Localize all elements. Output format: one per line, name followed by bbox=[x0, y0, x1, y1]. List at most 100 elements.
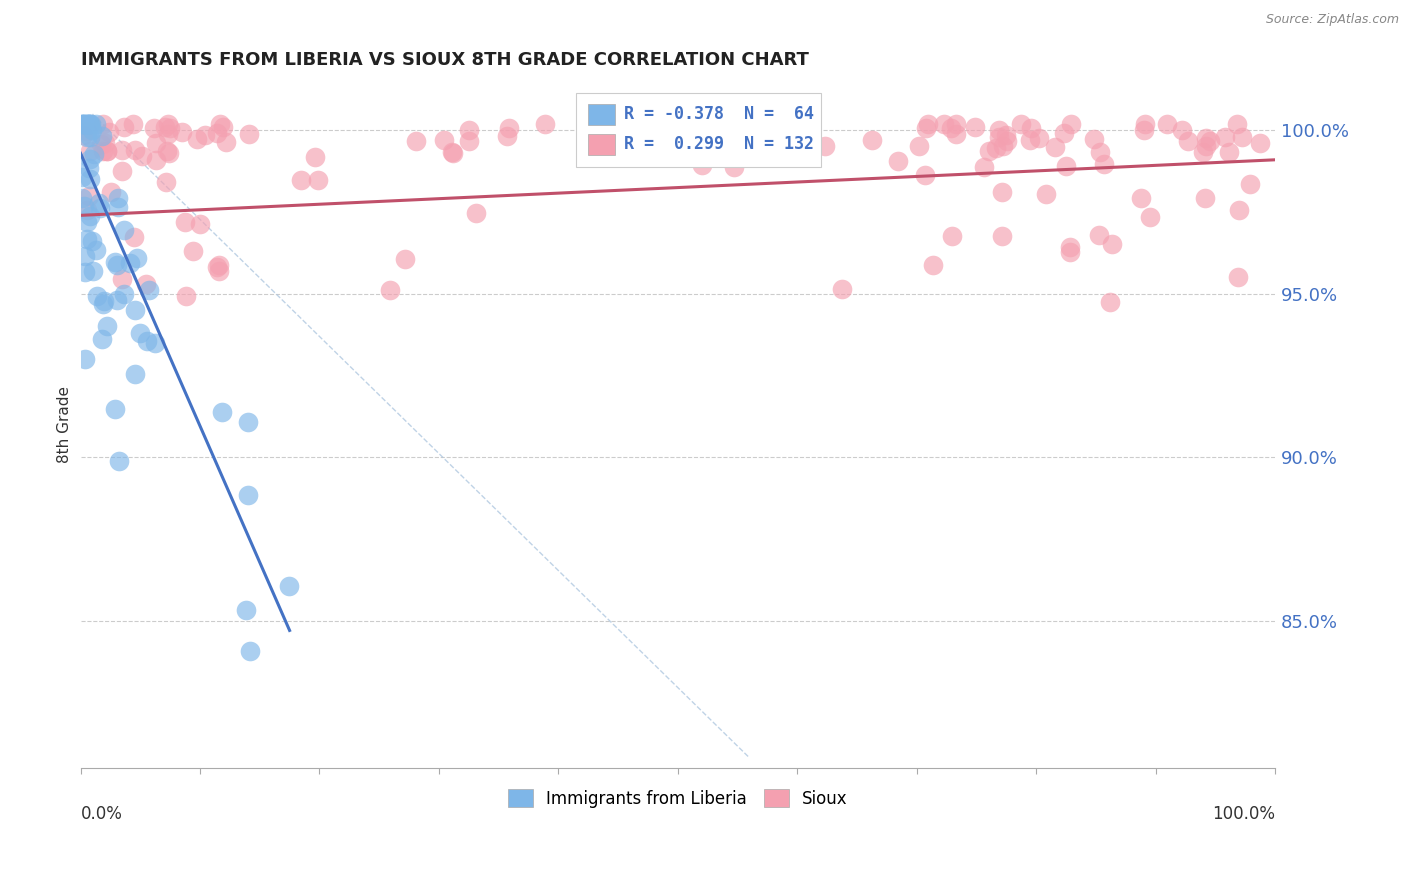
Point bbox=[1019, 121, 1042, 136]
Point bbox=[1139, 210, 1161, 224]
Point bbox=[77, 161, 100, 175]
Point bbox=[215, 135, 238, 149]
Point bbox=[79, 144, 101, 158]
Point bbox=[143, 121, 166, 136]
Point bbox=[145, 136, 167, 151]
Point bbox=[79, 117, 101, 131]
Point bbox=[96, 144, 118, 158]
Point bbox=[107, 200, 129, 214]
Point bbox=[995, 128, 1018, 142]
Point bbox=[1226, 117, 1249, 131]
Point bbox=[105, 258, 128, 272]
Point bbox=[235, 603, 257, 617]
Point bbox=[138, 283, 160, 297]
Point bbox=[125, 252, 148, 266]
Point bbox=[75, 352, 97, 367]
Point bbox=[690, 158, 713, 172]
Point bbox=[1133, 122, 1156, 136]
Point bbox=[1054, 159, 1077, 173]
Point bbox=[79, 129, 101, 144]
Point bbox=[973, 161, 995, 175]
Point bbox=[89, 201, 111, 215]
Point bbox=[93, 293, 115, 308]
Point bbox=[104, 255, 127, 269]
Point bbox=[84, 117, 107, 131]
Point bbox=[1059, 117, 1081, 131]
Point bbox=[239, 644, 262, 658]
Point bbox=[1171, 123, 1194, 137]
Point bbox=[120, 256, 142, 270]
Point bbox=[740, 149, 762, 163]
Point bbox=[90, 128, 112, 143]
Point bbox=[945, 128, 967, 142]
Point bbox=[91, 332, 114, 346]
Point bbox=[211, 405, 233, 419]
Point bbox=[91, 117, 114, 131]
Legend: Immigrants from Liberia, Sioux: Immigrants from Liberia, Sioux bbox=[502, 783, 855, 814]
Point bbox=[135, 334, 157, 349]
Point bbox=[80, 234, 103, 248]
Point bbox=[831, 282, 853, 296]
Point bbox=[80, 117, 103, 131]
Point bbox=[717, 117, 740, 131]
Point bbox=[1010, 117, 1032, 131]
Point bbox=[107, 191, 129, 205]
Point bbox=[188, 217, 211, 231]
Point bbox=[783, 143, 806, 157]
Point bbox=[908, 139, 931, 153]
Point bbox=[1195, 131, 1218, 145]
Point bbox=[1043, 140, 1066, 154]
Point bbox=[96, 318, 118, 333]
Point bbox=[934, 117, 956, 131]
Point bbox=[170, 125, 193, 139]
Point bbox=[76, 130, 98, 145]
Point bbox=[1059, 244, 1081, 259]
Point bbox=[145, 153, 167, 168]
Point bbox=[979, 145, 1001, 159]
Point bbox=[91, 144, 114, 158]
Point bbox=[986, 141, 1008, 155]
Point bbox=[89, 136, 111, 151]
Point bbox=[595, 117, 617, 131]
Point bbox=[105, 293, 128, 308]
Point bbox=[208, 117, 231, 131]
Point bbox=[941, 121, 963, 136]
Point bbox=[86, 243, 108, 257]
Point bbox=[76, 232, 98, 246]
Point bbox=[915, 120, 938, 135]
Point bbox=[914, 168, 936, 182]
Point bbox=[1088, 228, 1111, 243]
Point bbox=[991, 185, 1014, 199]
Point bbox=[990, 229, 1012, 244]
Point bbox=[143, 336, 166, 351]
Point bbox=[1195, 139, 1218, 153]
Point bbox=[378, 283, 401, 297]
Point bbox=[458, 123, 481, 137]
Text: IMMIGRANTS FROM LIBERIA VS SIOUX 8TH GRADE CORRELATION CHART: IMMIGRANTS FROM LIBERIA VS SIOUX 8TH GRA… bbox=[80, 51, 808, 69]
Point bbox=[1249, 136, 1271, 151]
Point bbox=[1018, 132, 1040, 146]
Text: Source: ZipAtlas.com: Source: ZipAtlas.com bbox=[1265, 13, 1399, 27]
Point bbox=[73, 117, 96, 131]
Point bbox=[534, 117, 557, 131]
Point bbox=[1035, 186, 1057, 201]
Point bbox=[917, 117, 939, 131]
Point bbox=[1059, 240, 1081, 254]
Point bbox=[75, 117, 97, 131]
Point bbox=[194, 128, 217, 142]
Point bbox=[70, 169, 93, 184]
Point bbox=[174, 215, 197, 229]
Point bbox=[156, 145, 179, 159]
Point bbox=[186, 131, 208, 145]
Point bbox=[83, 147, 105, 161]
Point bbox=[76, 117, 98, 131]
Y-axis label: 8th Grade: 8th Grade bbox=[58, 386, 72, 463]
Text: 0.0%: 0.0% bbox=[80, 805, 122, 823]
Point bbox=[80, 122, 103, 136]
Point bbox=[464, 206, 486, 220]
Point bbox=[1227, 270, 1250, 285]
Point bbox=[723, 160, 745, 174]
Point bbox=[73, 249, 96, 263]
Point bbox=[1199, 134, 1222, 148]
Point bbox=[98, 125, 121, 139]
